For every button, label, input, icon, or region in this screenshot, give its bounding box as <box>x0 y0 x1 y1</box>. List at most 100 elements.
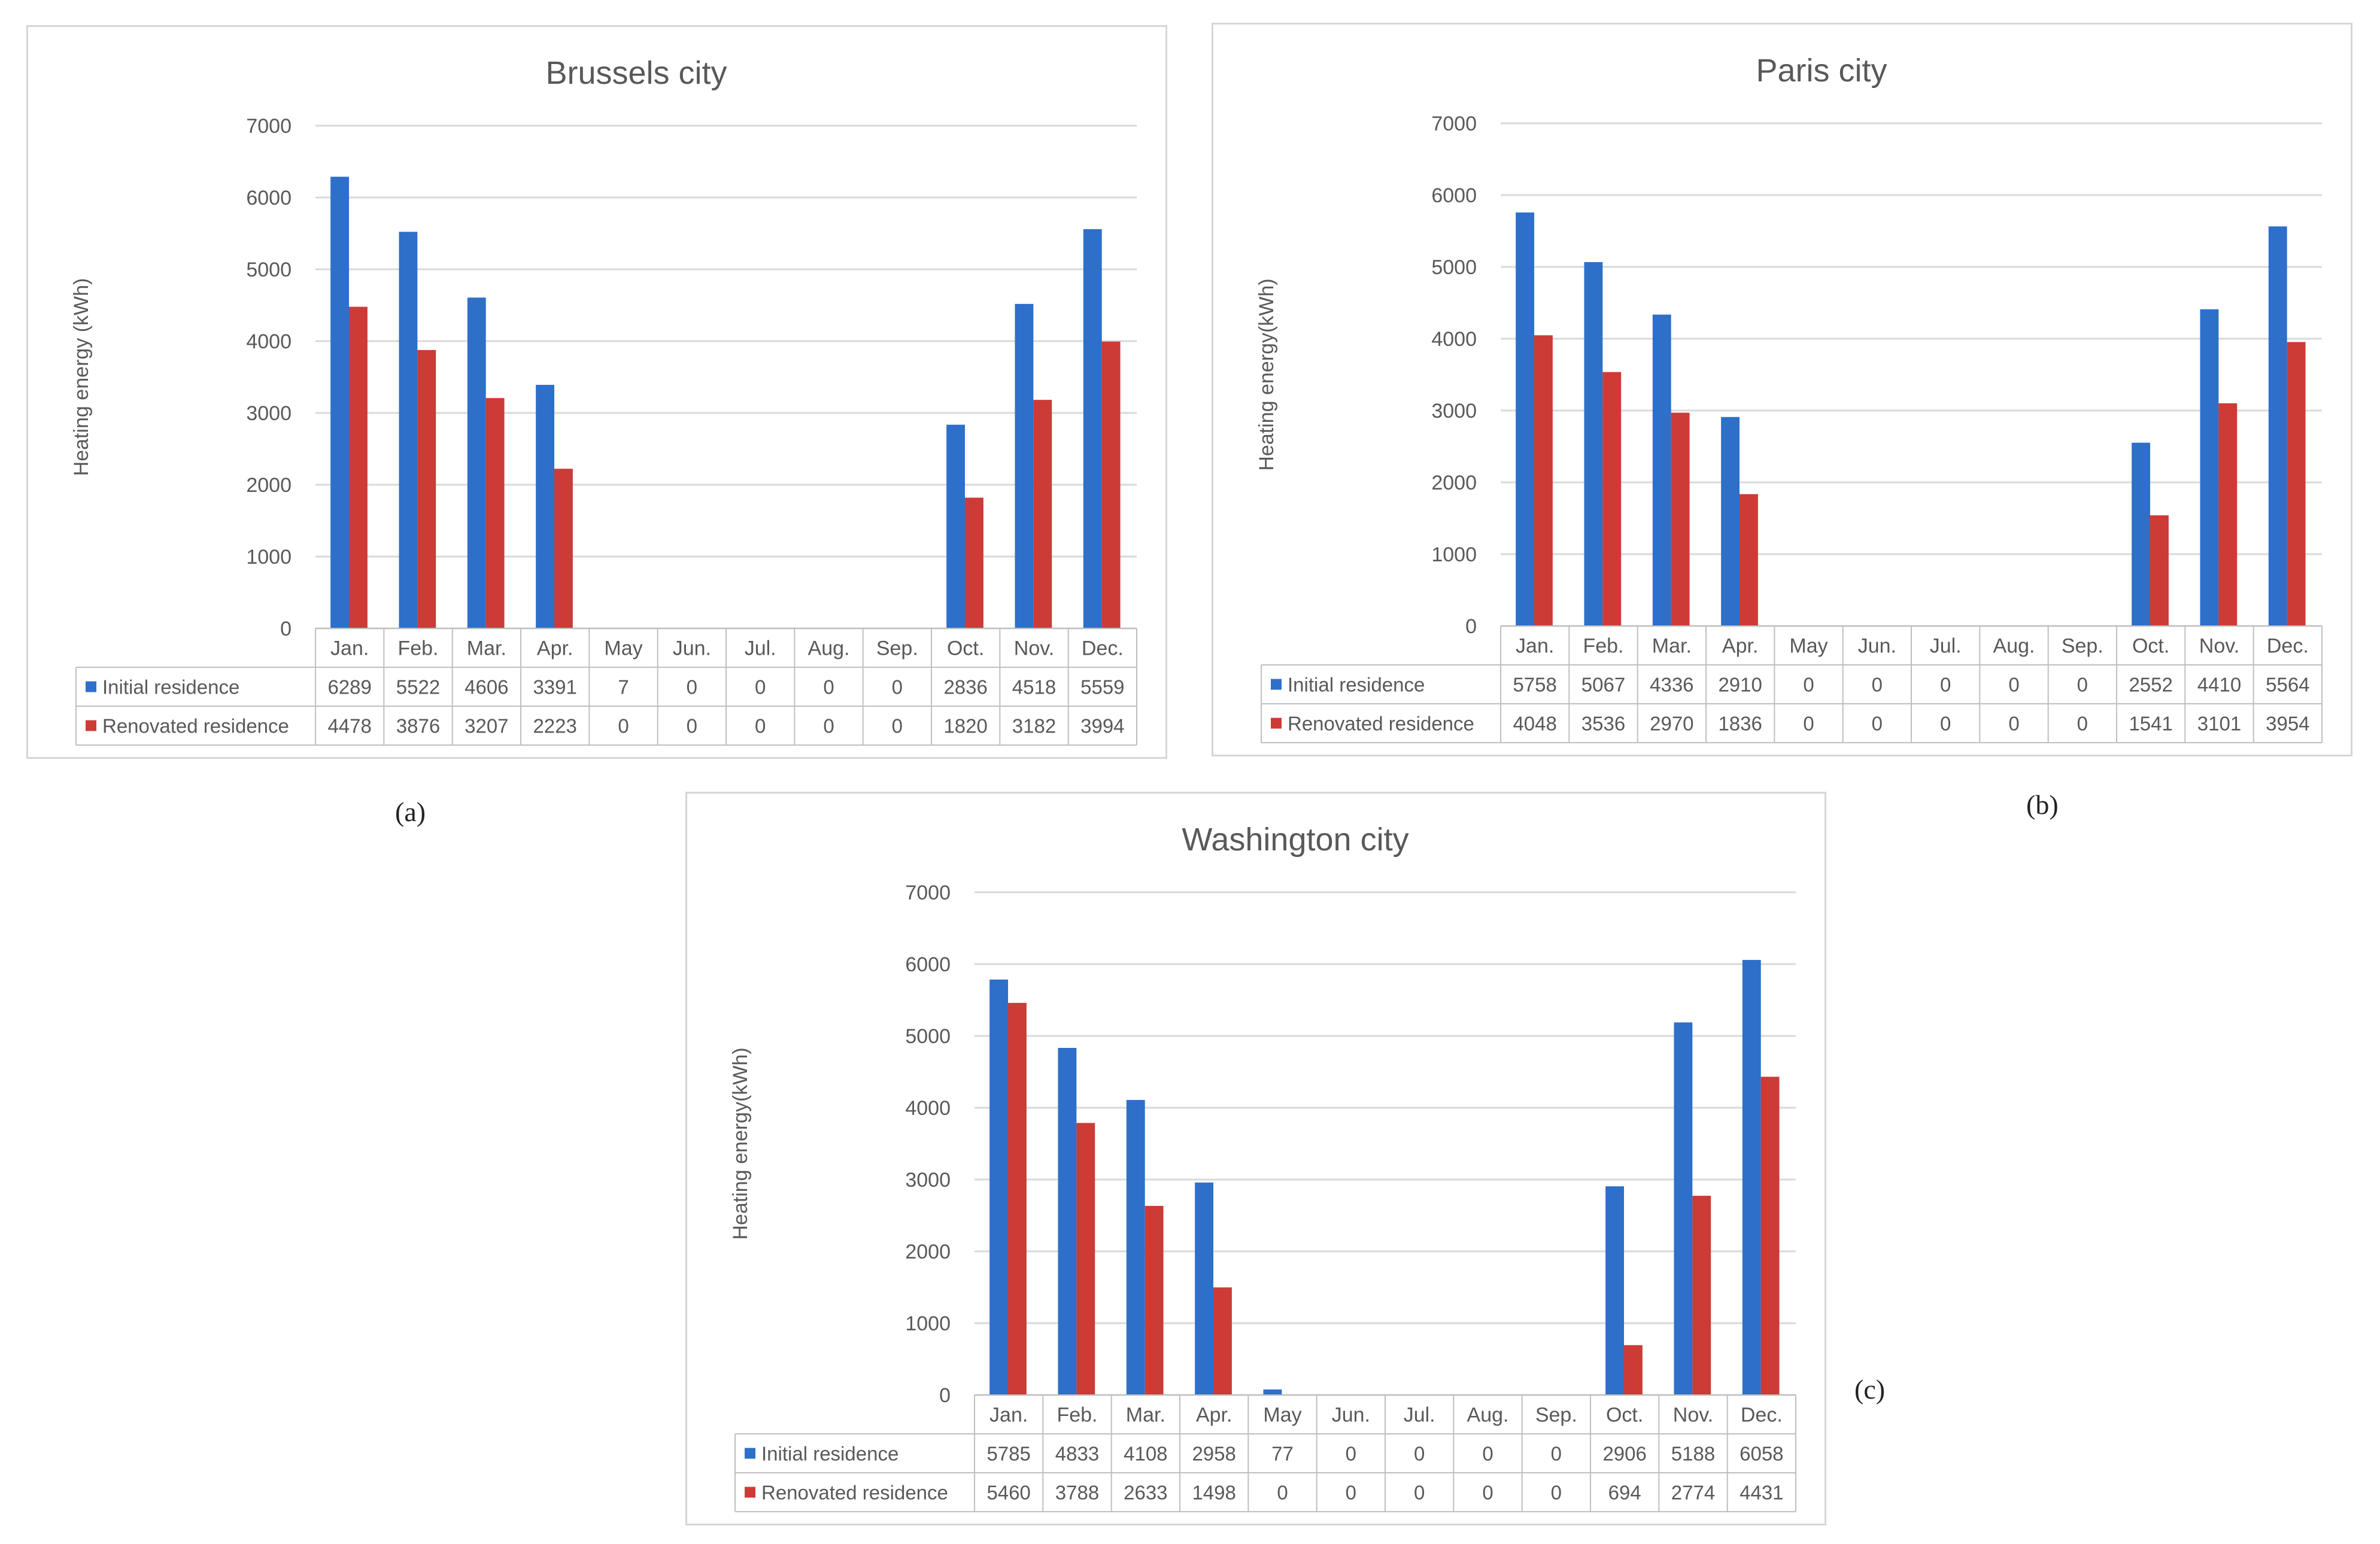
y-tick-label: 1000 <box>905 1312 951 1335</box>
x-tick-label: May <box>1789 635 1828 658</box>
data-label: 2970 <box>1650 713 1693 735</box>
data-label: 77 <box>1271 1443 1294 1465</box>
x-tick-label: Jun. <box>1858 635 1896 658</box>
legend-swatch-renovated <box>86 720 96 731</box>
chart-washington: Washington city 0 1000 2000 3000 4000 5000 6000… <box>729 822 1796 1512</box>
data-label: 2552 <box>2129 674 2172 696</box>
data-label: 0 <box>1346 1443 1356 1465</box>
data-label: 0 <box>823 715 834 737</box>
x-tick-label: Mar. <box>1126 1404 1165 1427</box>
bar-renovated-1 <box>1076 1123 1095 1395</box>
data-label: 0 <box>2077 713 2088 735</box>
bar-renovated-10 <box>2218 403 2238 626</box>
data-label: 2223 <box>533 715 576 737</box>
bar-initial-3 <box>1195 1183 1214 1395</box>
y-tick-label: 6000 <box>1431 184 1477 207</box>
data-label: 1541 <box>2129 713 2172 735</box>
x-tick-label: Oct. <box>947 637 984 660</box>
data-label: 0 <box>1482 1443 1493 1465</box>
data-label: 0 <box>687 715 697 737</box>
data-label: 2774 <box>1671 1482 1715 1504</box>
bar-initial-10 <box>1015 303 1034 629</box>
data-label: 0 <box>618 715 629 737</box>
y-tick-label: 0 <box>280 618 292 640</box>
y-tick-label: 2000 <box>905 1241 951 1263</box>
bar-renovated-3 <box>1213 1287 1232 1395</box>
data-label: 5188 <box>1671 1443 1715 1465</box>
y-tick-label: 7000 <box>246 115 292 138</box>
data-label: 0 <box>1277 1482 1288 1504</box>
x-tick-label: Jan. <box>1516 635 1554 658</box>
bar-initial-0 <box>1516 212 1535 626</box>
x-tick-label: Aug. <box>808 637 850 660</box>
x-tick-label: Apr. <box>1196 1404 1232 1427</box>
data-label: 5564 <box>2266 674 2309 696</box>
bar-initial-10 <box>2200 309 2219 626</box>
bar-renovated-11 <box>1101 341 1121 628</box>
data-label: 2958 <box>1192 1443 1235 1465</box>
y-tick-label: 6000 <box>905 953 951 976</box>
legend-label: Renovated residence <box>102 715 289 737</box>
y-tick-label: 7000 <box>1431 113 1477 135</box>
data-label: 694 <box>1608 1482 1641 1504</box>
x-tick-label: Jun. <box>1332 1404 1370 1427</box>
data-label: 3207 <box>465 715 508 737</box>
data-label: 0 <box>755 676 766 698</box>
y-tick-label: 0 <box>939 1384 951 1407</box>
data-label: 0 <box>2008 674 2019 696</box>
data-label: 0 <box>1414 1482 1425 1504</box>
data-label: 0 <box>1803 674 1814 696</box>
chart-brussels: Brussels city010002000300040005000600070… <box>70 55 1137 746</box>
data-label: 0 <box>1940 713 1951 735</box>
x-tick-label: Sep. <box>1535 1404 1577 1427</box>
data-label: 0 <box>892 676 903 698</box>
y-axis-label: Heating energy(kWh) <box>1255 278 1278 470</box>
data-label: 2906 <box>1602 1443 1646 1465</box>
bar-initial-2 <box>467 297 486 628</box>
x-tick-label: Aug. <box>1993 635 2035 658</box>
data-label: 3536 <box>1581 713 1625 735</box>
data-label: 4833 <box>1055 1443 1099 1465</box>
bar-initial-2 <box>1652 314 1671 626</box>
x-tick-label: Mar. <box>467 637 506 660</box>
legend-swatch-renovated <box>1271 718 1282 729</box>
x-tick-label: Nov. <box>1014 637 1054 660</box>
chart-panel-paris: Paris city 0 1000 2000 3000 4000 5000 6000 7000 H… <box>1212 23 2352 756</box>
bar-initial-11 <box>1083 229 1102 628</box>
legend-swatch-initial <box>1271 679 1282 690</box>
x-tick-label: Sep. <box>2062 635 2103 658</box>
data-label: 4410 <box>2197 674 2241 696</box>
x-tick-label: Apr. <box>1722 635 1758 658</box>
data-label: 3876 <box>396 715 440 737</box>
bar-renovated-2 <box>485 398 505 628</box>
bar-initial-0 <box>330 177 350 628</box>
bar-renovated-2 <box>1671 412 1690 626</box>
x-tick-label: Feb. <box>397 637 438 660</box>
y-tick-label: 3000 <box>246 402 292 425</box>
y-tick-label: 5000 <box>905 1025 951 1048</box>
data-label: 1836 <box>1718 713 1762 735</box>
x-tick-label: Aug. <box>1467 1404 1509 1427</box>
data-label: 5522 <box>396 676 440 698</box>
data-label: 2633 <box>1124 1482 1167 1504</box>
x-tick-label: Dec. <box>1082 637 1124 660</box>
data-label: 5559 <box>1080 676 1124 698</box>
x-tick-label: May <box>604 637 642 660</box>
data-label: 0 <box>755 715 766 737</box>
bar-initial-1 <box>1584 262 1603 627</box>
x-tick-label: Feb. <box>1583 635 1623 658</box>
bar-renovated-9 <box>965 497 983 628</box>
bar-renovated-10 <box>1033 400 1052 628</box>
legend-swatch-renovated <box>745 1487 755 1498</box>
legend-label: Initial residence <box>1288 674 1425 696</box>
data-label: 5460 <box>986 1482 1030 1504</box>
y-tick-label: 4000 <box>905 1097 951 1120</box>
bar-renovated-10 <box>1692 1196 1711 1395</box>
y-tick-label: 5000 <box>246 259 292 281</box>
bar-renovated-11 <box>2287 342 2306 626</box>
y-tick-label: 5000 <box>1431 256 1477 279</box>
data-label: 7 <box>618 676 629 698</box>
bar-initial-9 <box>946 424 966 628</box>
data-label: 3788 <box>1055 1482 1099 1504</box>
data-label: 4108 <box>1124 1443 1167 1465</box>
